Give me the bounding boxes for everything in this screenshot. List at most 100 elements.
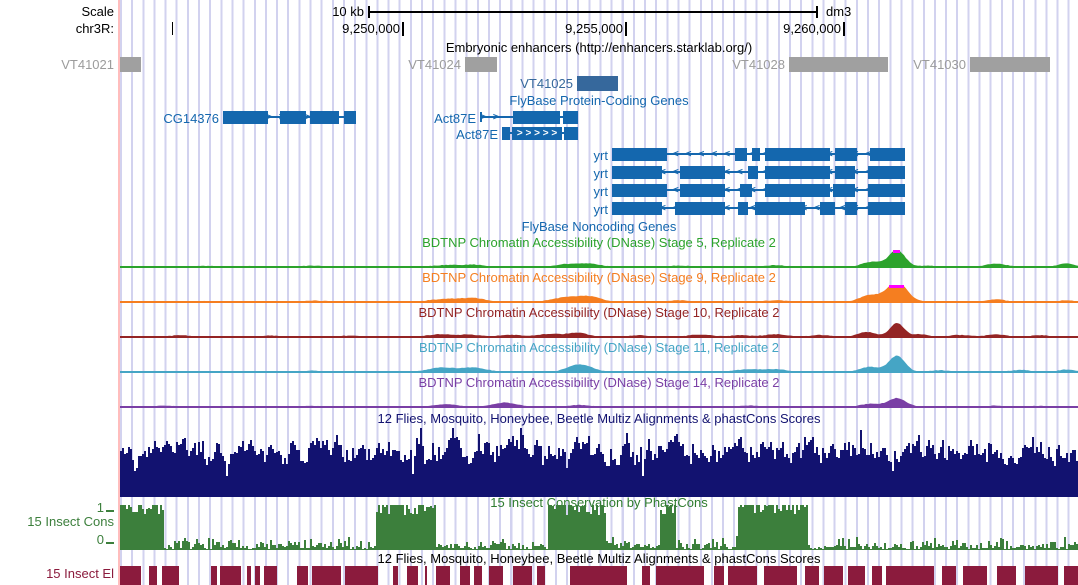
enhancer-box-VT41030[interactable] (970, 57, 1050, 72)
gene-exon[interactable] (280, 111, 306, 124)
gene-exon[interactable] (870, 148, 905, 161)
scale-row-label: Scale (81, 4, 114, 19)
gene-exon[interactable] (868, 166, 905, 179)
gene-exon[interactable] (740, 184, 752, 197)
conserved-element-block[interactable] (537, 566, 545, 585)
gene-exon[interactable] (738, 202, 748, 215)
enhancer-box-VT41025[interactable] (577, 76, 618, 91)
gene-exon[interactable] (765, 148, 830, 161)
conserved-element-block[interactable] (255, 566, 260, 585)
gene-exon[interactable] (820, 202, 835, 215)
gene-yrt[interactable]: yrt<<<<<<<<<<<<<<<<<<<< (120, 183, 1078, 199)
gene-exon[interactable] (310, 111, 339, 124)
gene-exon[interactable] (612, 184, 667, 197)
conserved-element-block[interactable] (460, 566, 470, 585)
gene-exon[interactable] (835, 148, 857, 161)
gene-exon[interactable] (680, 184, 725, 197)
conserved-element-block[interactable] (312, 566, 341, 585)
conserved-element-block[interactable] (264, 566, 277, 585)
gene-exon[interactable] (868, 202, 905, 215)
enhancer-box-VT41021[interactable] (120, 57, 141, 72)
conserved-element-block[interactable] (436, 566, 450, 585)
gene-Act87E[interactable]: Act87E>> > > > > (120, 126, 1078, 142)
gene-exon[interactable] (675, 202, 725, 215)
gene-exon[interactable] (612, 148, 667, 161)
gene-exon[interactable] (765, 166, 830, 179)
gene-label-Act87E: Act87E (456, 127, 498, 142)
gene-exon[interactable] (835, 166, 855, 179)
gene-exon[interactable] (612, 166, 662, 179)
enhancer-box-VT41028[interactable] (789, 57, 888, 72)
conserved-element-block[interactable] (120, 566, 141, 585)
conserved-element-block[interactable] (824, 566, 843, 585)
conserved-element-block[interactable] (963, 566, 987, 585)
gene-exon[interactable] (765, 184, 830, 197)
gene-exon[interactable] (223, 111, 268, 124)
gene-exon[interactable] (612, 202, 662, 215)
gene-exon[interactable] (755, 202, 805, 215)
gene-yrt[interactable]: yrt<<<<<<<<<<<<<<<<<<<< (120, 165, 1078, 181)
enhancer-label-VT41025[interactable]: VT41025 (520, 76, 573, 91)
phastcons-track-left-label[interactable]: 15 Insect Cons (27, 514, 114, 529)
gene-exon[interactable] (748, 166, 758, 179)
enhancer-label-VT41030[interactable]: VT41030 (913, 57, 966, 72)
dnase-track-signal-stage5[interactable] (120, 248, 1078, 268)
conserved-element-block[interactable] (942, 566, 956, 585)
conserved-element-block[interactable] (642, 566, 650, 585)
conserved-element-block[interactable] (393, 566, 398, 585)
enhancer-label-VT41021[interactable]: VT41021 (61, 57, 114, 72)
gene-exon[interactable] (502, 127, 510, 140)
conserved-element-block[interactable] (714, 566, 724, 585)
conserved-element-block[interactable] (656, 566, 704, 585)
enhancer-box-VT41024[interactable] (465, 57, 497, 72)
conserved-element-block[interactable] (513, 566, 532, 585)
conserved-element-block[interactable] (570, 566, 627, 585)
conserved-element-block[interactable] (805, 566, 819, 585)
dnase-track-signal-stage10[interactable] (120, 318, 1078, 338)
multiz-alignment-track[interactable] (120, 428, 1078, 497)
gene-yrt[interactable]: yrt<<<<<<<<<<<<<<<<<<<< (120, 201, 1078, 217)
chromosome-label: chr3R: (75, 21, 114, 36)
insect-elements-left-label[interactable]: 15 Insect El (46, 566, 114, 581)
gene-exon[interactable] (344, 111, 356, 124)
gene-exon[interactable] (563, 111, 578, 124)
conserved-element-block[interactable] (764, 566, 797, 585)
conserved-element-block[interactable] (211, 566, 217, 585)
conserved-element-block[interactable] (728, 566, 757, 585)
gene-exon[interactable] (845, 202, 857, 215)
gene-exon[interactable] (680, 166, 725, 179)
ruler-minor-tick (172, 22, 173, 35)
gene-exon[interactable] (868, 184, 905, 197)
conserved-element-block[interactable] (149, 566, 157, 585)
enhancer-label-VT41024[interactable]: VT41024 (408, 57, 461, 72)
conserved-element-block[interactable] (297, 566, 308, 585)
gene-exon[interactable] (833, 184, 855, 197)
conserved-element-block[interactable] (872, 566, 882, 585)
conserved-element-block[interactable] (1025, 566, 1058, 585)
conserved-element-block[interactable] (848, 566, 865, 585)
gene-exon[interactable] (735, 148, 747, 161)
conserved-element-block[interactable] (220, 566, 241, 585)
conserved-element-block[interactable] (886, 566, 934, 585)
gene-exon[interactable] (752, 148, 760, 161)
dnase-track-signal-stage11[interactable] (120, 353, 1078, 373)
conserved-element-block[interactable] (1064, 566, 1078, 585)
gene-CG14376[interactable]: CG14376>>>>>> (120, 110, 1078, 126)
conserved-element-block[interactable] (997, 566, 1016, 585)
gene-exon[interactable] (564, 127, 578, 140)
conserved-element-block[interactable] (489, 566, 503, 585)
conserved-element-block[interactable] (425, 566, 427, 585)
gene-exon[interactable] (513, 111, 560, 124)
conserved-element-block[interactable] (345, 566, 378, 585)
dnase-track-signal-stage14[interactable] (120, 388, 1078, 408)
gene-yrt[interactable]: yrt<<<<<<<<<<<<<<<<<<<< (120, 147, 1078, 163)
gene-Act87E[interactable]: Act87E >> (120, 110, 1078, 126)
enhancer-label-VT41028[interactable]: VT41028 (732, 57, 785, 72)
conserved-element-block[interactable] (247, 566, 251, 585)
conserved-element-block[interactable] (474, 566, 482, 585)
phastcons-conservation-track[interactable] (120, 505, 1078, 550)
gene-exon-with-arrows[interactable]: > > > > > (512, 127, 562, 140)
dnase-track-signal-stage9[interactable] (120, 283, 1078, 303)
conserved-element-block[interactable] (407, 566, 418, 585)
conserved-element-block[interactable] (162, 566, 179, 585)
